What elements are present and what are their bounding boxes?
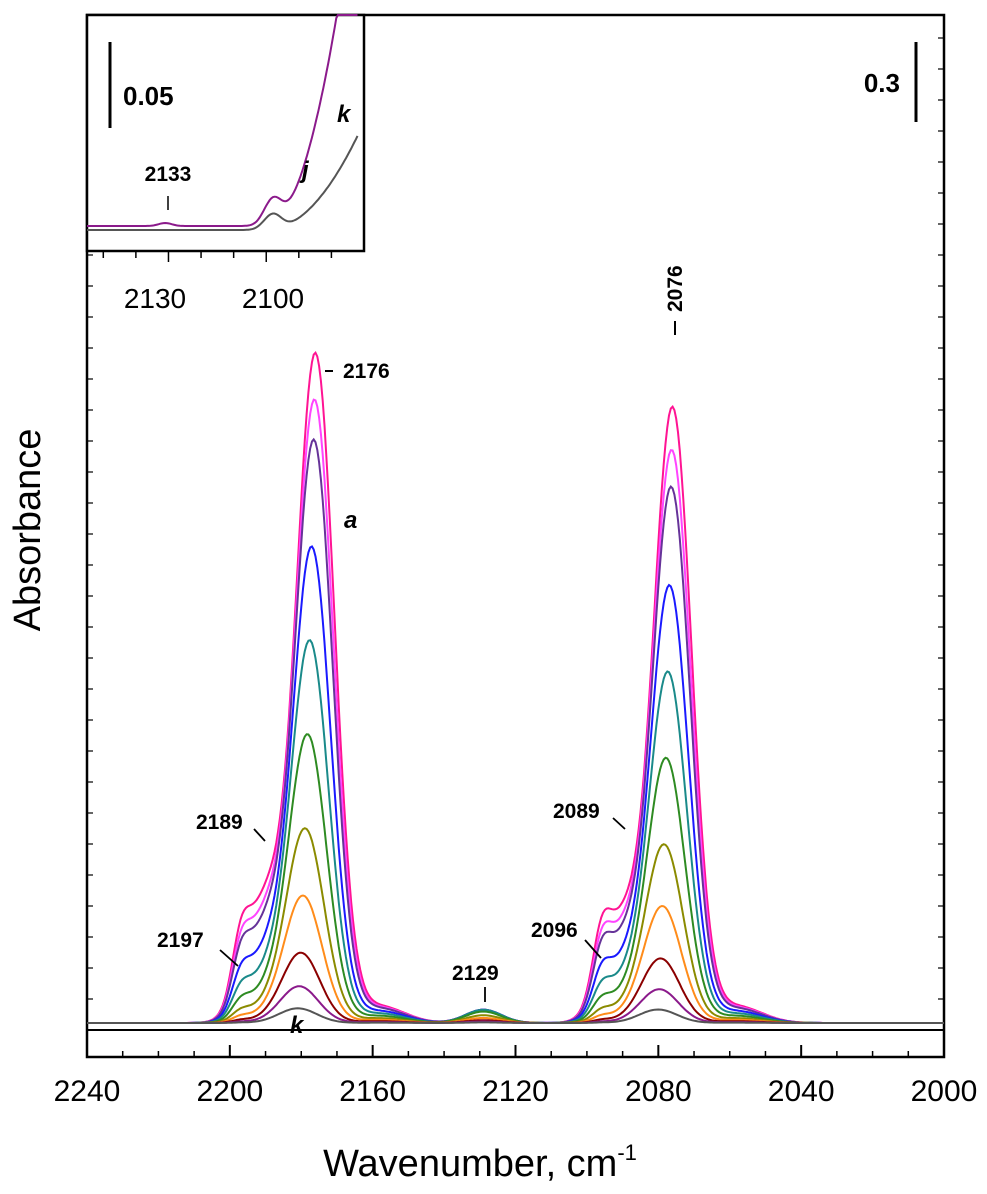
x-tick-label: 2200 [196, 1075, 263, 1108]
spectrum-curve-a [87, 350, 944, 1024]
curve-label-a: a [344, 507, 357, 534]
peak-label-2129: 2129 [452, 962, 499, 985]
inset-ticks [102, 251, 333, 262]
peak-label-2189: 2189 [196, 811, 243, 834]
x-tick-label: 2000 [911, 1075, 978, 1108]
spectrum-curve-2 [87, 437, 944, 1024]
peak-label-2176: 2176 [343, 360, 390, 383]
spectrum-curve-7 [87, 894, 944, 1024]
peak-label-2197: 2197 [157, 929, 204, 952]
spectrum-curve-1 [87, 398, 944, 1024]
spectrum-curve-k [87, 1007, 944, 1024]
inset-scale-bar-label: 0.05 [123, 81, 174, 111]
y-axis-title: Absorbance [7, 429, 49, 632]
inset-frame [85, 13, 366, 253]
x-tick-label: 2160 [339, 1075, 406, 1108]
x-ticks: 2240 2200 2160 2120 2080 2040 2000 [54, 1045, 978, 1108]
inset-tick-label: 2100 [242, 283, 304, 314]
peak-2189-marker [253, 828, 266, 842]
spectrum-curve-5 [87, 733, 944, 1024]
peak-2197-marker [219, 949, 239, 967]
inset: 0.05 2133 j k 2130 2100 [85, 13, 366, 314]
peak-label-2089: 2089 [553, 800, 600, 823]
peak-2089-marker [612, 817, 626, 830]
peak-2096-marker [584, 939, 602, 959]
x-tick-label: 2240 [54, 1075, 121, 1108]
peak-label-2096: 2096 [531, 919, 578, 942]
x-tick-label: 2120 [482, 1075, 549, 1108]
curve-label-k: k [290, 1012, 305, 1039]
x-tick-label: 2080 [625, 1075, 692, 1108]
peak-label-2076: 2076 [664, 265, 687, 312]
spectra-curves [87, 350, 944, 1024]
inset-tick-label: 2130 [124, 283, 186, 314]
inset-curve-j [87, 14, 358, 227]
x-axis-title: Wavenumber, cm-1 [323, 1140, 637, 1185]
inset-curve-label-k: k [337, 101, 352, 128]
scale-bar-label: 0.3 [864, 68, 900, 98]
x-tick-label: 2040 [768, 1075, 835, 1108]
spectrum-curve-8 [87, 951, 944, 1024]
inset-peak-label: 2133 [145, 163, 192, 186]
inset-curve-k [87, 135, 359, 231]
spectrum-curve-3 [87, 545, 944, 1024]
inset-curve-label-j: j [299, 157, 310, 184]
spectrum-curve-6 [87, 827, 944, 1024]
